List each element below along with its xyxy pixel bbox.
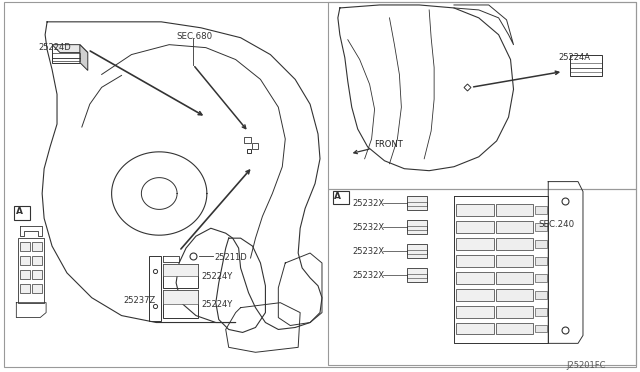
Bar: [20, 242, 30, 251]
Bar: [19, 238, 44, 303]
Bar: [252, 143, 259, 149]
Bar: [407, 274, 427, 278]
Bar: [456, 306, 493, 318]
Bar: [407, 196, 427, 211]
Bar: [407, 250, 427, 254]
Bar: [407, 202, 427, 206]
Bar: [495, 323, 533, 334]
Bar: [163, 264, 198, 288]
Text: 25224Y: 25224Y: [201, 272, 232, 281]
Bar: [14, 206, 30, 220]
Bar: [328, 2, 636, 189]
Bar: [333, 190, 349, 205]
Bar: [20, 270, 30, 279]
Bar: [20, 256, 30, 265]
Bar: [32, 284, 42, 293]
Text: 25237Z: 25237Z: [124, 296, 156, 305]
Bar: [495, 306, 533, 318]
Bar: [163, 290, 198, 304]
Bar: [495, 272, 533, 284]
Text: SEC.240: SEC.240: [538, 220, 575, 229]
Bar: [52, 58, 80, 61]
Text: 25232X: 25232X: [353, 271, 385, 280]
Polygon shape: [52, 45, 88, 52]
Bar: [570, 55, 602, 76]
Bar: [407, 244, 427, 258]
Bar: [407, 268, 427, 282]
Text: A: A: [17, 208, 23, 217]
Bar: [407, 220, 427, 234]
Bar: [20, 284, 30, 293]
Text: 25232X: 25232X: [353, 223, 385, 232]
Bar: [535, 308, 547, 315]
Bar: [163, 264, 198, 276]
Bar: [456, 323, 493, 334]
Bar: [328, 189, 636, 365]
Bar: [456, 238, 493, 250]
Bar: [535, 223, 547, 231]
Bar: [456, 255, 493, 267]
Bar: [495, 255, 533, 267]
Text: FRONT: FRONT: [354, 140, 403, 154]
Bar: [535, 324, 547, 333]
Bar: [495, 238, 533, 250]
Text: 25224Y: 25224Y: [201, 300, 232, 309]
Bar: [495, 221, 533, 233]
Bar: [244, 137, 250, 143]
Bar: [535, 240, 547, 248]
Bar: [495, 205, 533, 217]
Bar: [570, 62, 602, 68]
Bar: [32, 242, 42, 251]
Bar: [32, 270, 42, 279]
Bar: [535, 274, 547, 282]
Bar: [407, 226, 427, 230]
Bar: [535, 257, 547, 265]
Text: 25224A: 25224A: [558, 52, 590, 62]
Bar: [32, 256, 42, 265]
Bar: [495, 289, 533, 301]
Bar: [52, 52, 80, 58]
Text: SEC.680: SEC.680: [176, 32, 212, 41]
Bar: [535, 206, 547, 214]
Text: A: A: [334, 192, 341, 201]
Bar: [570, 68, 602, 73]
Bar: [149, 256, 161, 321]
Text: 25224D: 25224D: [38, 43, 71, 52]
Polygon shape: [80, 45, 88, 70]
Bar: [52, 45, 80, 62]
Bar: [456, 272, 493, 284]
Bar: [456, 221, 493, 233]
Text: 25211D: 25211D: [215, 253, 248, 262]
Bar: [456, 205, 493, 217]
Text: 25232X: 25232X: [353, 247, 385, 256]
Bar: [535, 291, 547, 299]
Text: 25232X: 25232X: [353, 199, 385, 208]
Text: J25201FC: J25201FC: [566, 361, 605, 370]
Bar: [456, 289, 493, 301]
Bar: [163, 290, 198, 318]
